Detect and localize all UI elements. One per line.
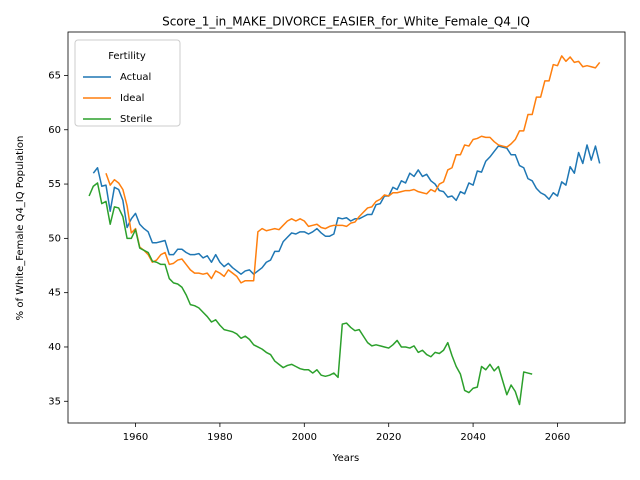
line-series [92,144,601,275]
x-tick-label: 2000 [292,432,317,443]
x-tick-label: 1960 [123,432,148,443]
y-tick-label: 50 [48,233,61,244]
y-tick-label: 60 [48,125,61,136]
chart-title: Score_1_in_MAKE_DIVORCE_EASIER_for_White… [162,15,530,29]
y-tick-label: 35 [48,396,61,407]
line-series [88,182,533,406]
line-series [105,55,601,284]
x-tick-label: 2040 [460,432,485,443]
x-tick-label: 2060 [545,432,570,443]
y-tick-label: 55 [48,179,61,190]
y-tick-label: 65 [48,70,61,81]
legend-label: Actual [120,72,151,83]
y-tick-label: 45 [48,288,61,299]
legend-box [74,39,181,127]
plot-frame [67,31,626,424]
x-tick-label: 2020 [376,432,401,443]
legend-label: Sterile [120,114,152,125]
x-tick-label: 1980 [207,432,232,443]
legend-title: Fertility [108,51,146,62]
legend-label: Ideal [120,93,144,104]
y-axis-label: % of White_Female Q4_IQ Population [15,136,26,321]
y-tick-label: 40 [48,342,61,353]
x-axis-label: Years [332,453,359,464]
